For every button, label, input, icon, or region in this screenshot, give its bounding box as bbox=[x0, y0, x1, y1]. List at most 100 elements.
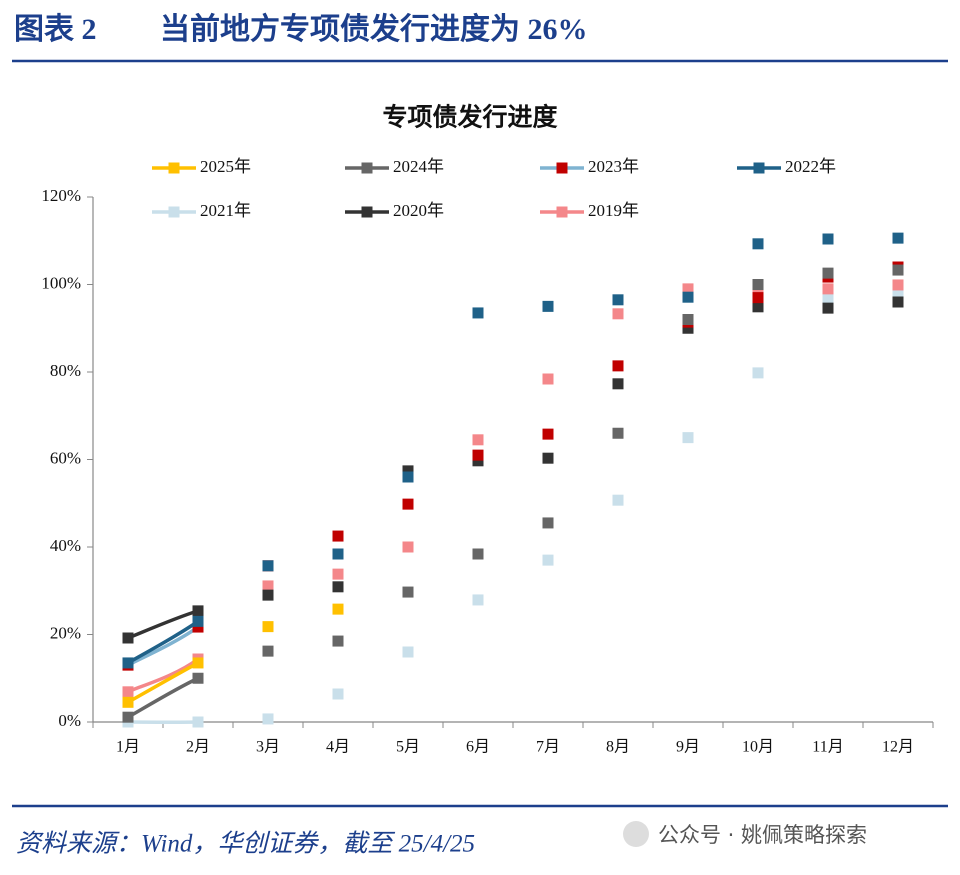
legend-label: 2020年 bbox=[393, 201, 444, 220]
series-line bbox=[127, 619, 199, 665]
point-marker bbox=[332, 635, 344, 647]
point-marker bbox=[192, 716, 204, 728]
y-tick-label: 100% bbox=[41, 273, 81, 292]
legend-marker bbox=[556, 206, 568, 218]
point-marker bbox=[822, 233, 834, 245]
figure-label: 图表 2 bbox=[14, 13, 97, 46]
y-tick-label: 80% bbox=[50, 361, 81, 380]
legend-label: 2023年 bbox=[588, 157, 639, 176]
point-marker bbox=[612, 378, 624, 390]
point-marker bbox=[892, 296, 904, 308]
point-marker bbox=[122, 657, 134, 669]
point-marker bbox=[332, 581, 344, 593]
legend-label: 2022年 bbox=[785, 157, 836, 176]
legend-marker bbox=[168, 206, 180, 218]
point-marker bbox=[262, 621, 274, 633]
point-marker bbox=[402, 586, 414, 598]
point-marker bbox=[892, 279, 904, 291]
point-marker bbox=[822, 267, 834, 279]
point-marker bbox=[752, 367, 764, 379]
point-marker bbox=[332, 688, 344, 700]
x-tick-label: 7月 bbox=[536, 739, 560, 756]
source: 资料来源：Wind，华创证券，截至 25/4/25 bbox=[16, 830, 475, 858]
point-marker bbox=[752, 301, 764, 313]
point-marker bbox=[682, 432, 694, 444]
point-marker bbox=[542, 428, 554, 440]
point-marker bbox=[402, 646, 414, 658]
point-marker bbox=[122, 686, 134, 698]
point-marker bbox=[192, 621, 204, 633]
point-marker bbox=[542, 373, 554, 385]
point-marker bbox=[612, 308, 624, 320]
legend-marker bbox=[556, 162, 568, 174]
x-tick-label: 9月 bbox=[676, 739, 700, 756]
figure-title: 当前地方专项债发行进度为 26% bbox=[160, 12, 588, 46]
point-marker bbox=[752, 292, 764, 304]
point-marker bbox=[752, 279, 764, 290]
point-marker bbox=[262, 580, 274, 592]
point-marker bbox=[262, 560, 274, 572]
x-tick-label: 11月 bbox=[812, 739, 843, 756]
point-marker bbox=[192, 615, 204, 627]
point-marker bbox=[332, 548, 344, 560]
legend-marker bbox=[168, 162, 180, 174]
point-marker bbox=[472, 434, 484, 446]
point-marker bbox=[542, 517, 554, 529]
point-marker bbox=[682, 322, 694, 334]
point-marker bbox=[472, 594, 484, 606]
point-marker bbox=[262, 713, 274, 725]
point-marker bbox=[892, 286, 904, 298]
point-marker bbox=[752, 238, 764, 250]
point-marker bbox=[472, 449, 484, 461]
point-marker bbox=[402, 465, 414, 477]
point-marker bbox=[402, 471, 414, 483]
series-line bbox=[127, 657, 200, 694]
point-marker bbox=[822, 302, 834, 314]
y-tick-label: 20% bbox=[50, 623, 81, 642]
legend-label: 2021年 bbox=[200, 201, 251, 220]
legend-marker bbox=[753, 162, 765, 174]
point-marker bbox=[192, 672, 204, 684]
point-marker bbox=[542, 300, 554, 312]
point-marker bbox=[472, 548, 484, 560]
x-tick-label: 4月 bbox=[326, 739, 350, 756]
point-marker bbox=[262, 645, 274, 657]
watermark: 公众号 · 姚佩策略探索 bbox=[658, 823, 867, 847]
point-marker bbox=[402, 541, 414, 553]
point-marker bbox=[822, 292, 834, 304]
point-marker bbox=[822, 283, 834, 295]
point-marker bbox=[472, 307, 484, 319]
point-marker bbox=[752, 285, 764, 297]
point-marker bbox=[122, 696, 134, 708]
point-marker bbox=[542, 452, 554, 464]
point-marker bbox=[122, 711, 134, 723]
legend-label: 2019年 bbox=[588, 201, 639, 220]
y-tick-label: 40% bbox=[50, 536, 81, 555]
x-tick-label: 8月 bbox=[606, 739, 630, 756]
y-tick-label: 60% bbox=[50, 448, 81, 467]
x-tick-label: 2月 bbox=[186, 739, 210, 756]
y-tick-label: 120% bbox=[41, 186, 81, 205]
point-marker bbox=[612, 294, 624, 306]
point-marker bbox=[402, 498, 414, 510]
point-marker bbox=[332, 603, 344, 615]
legend-label: 2024年 bbox=[393, 157, 444, 176]
y-tick-label: 0% bbox=[58, 711, 81, 730]
point-marker bbox=[682, 283, 694, 295]
legend-label: 2025年 bbox=[200, 157, 251, 176]
point-marker bbox=[612, 494, 624, 506]
x-tick-label: 5月 bbox=[396, 739, 420, 756]
watermark-icon bbox=[623, 821, 649, 847]
point-marker bbox=[262, 589, 274, 601]
legend-marker bbox=[361, 206, 373, 218]
legend-marker bbox=[361, 162, 373, 174]
x-tick-label: 1月 bbox=[116, 739, 140, 756]
x-tick-label: 3月 bbox=[256, 739, 280, 756]
point-marker bbox=[682, 291, 694, 303]
point-marker bbox=[192, 657, 204, 669]
x-tick-label: 10月 bbox=[742, 739, 774, 756]
point-marker bbox=[892, 264, 904, 276]
x-tick-label: 6月 bbox=[466, 739, 490, 756]
point-marker bbox=[682, 314, 694, 325]
